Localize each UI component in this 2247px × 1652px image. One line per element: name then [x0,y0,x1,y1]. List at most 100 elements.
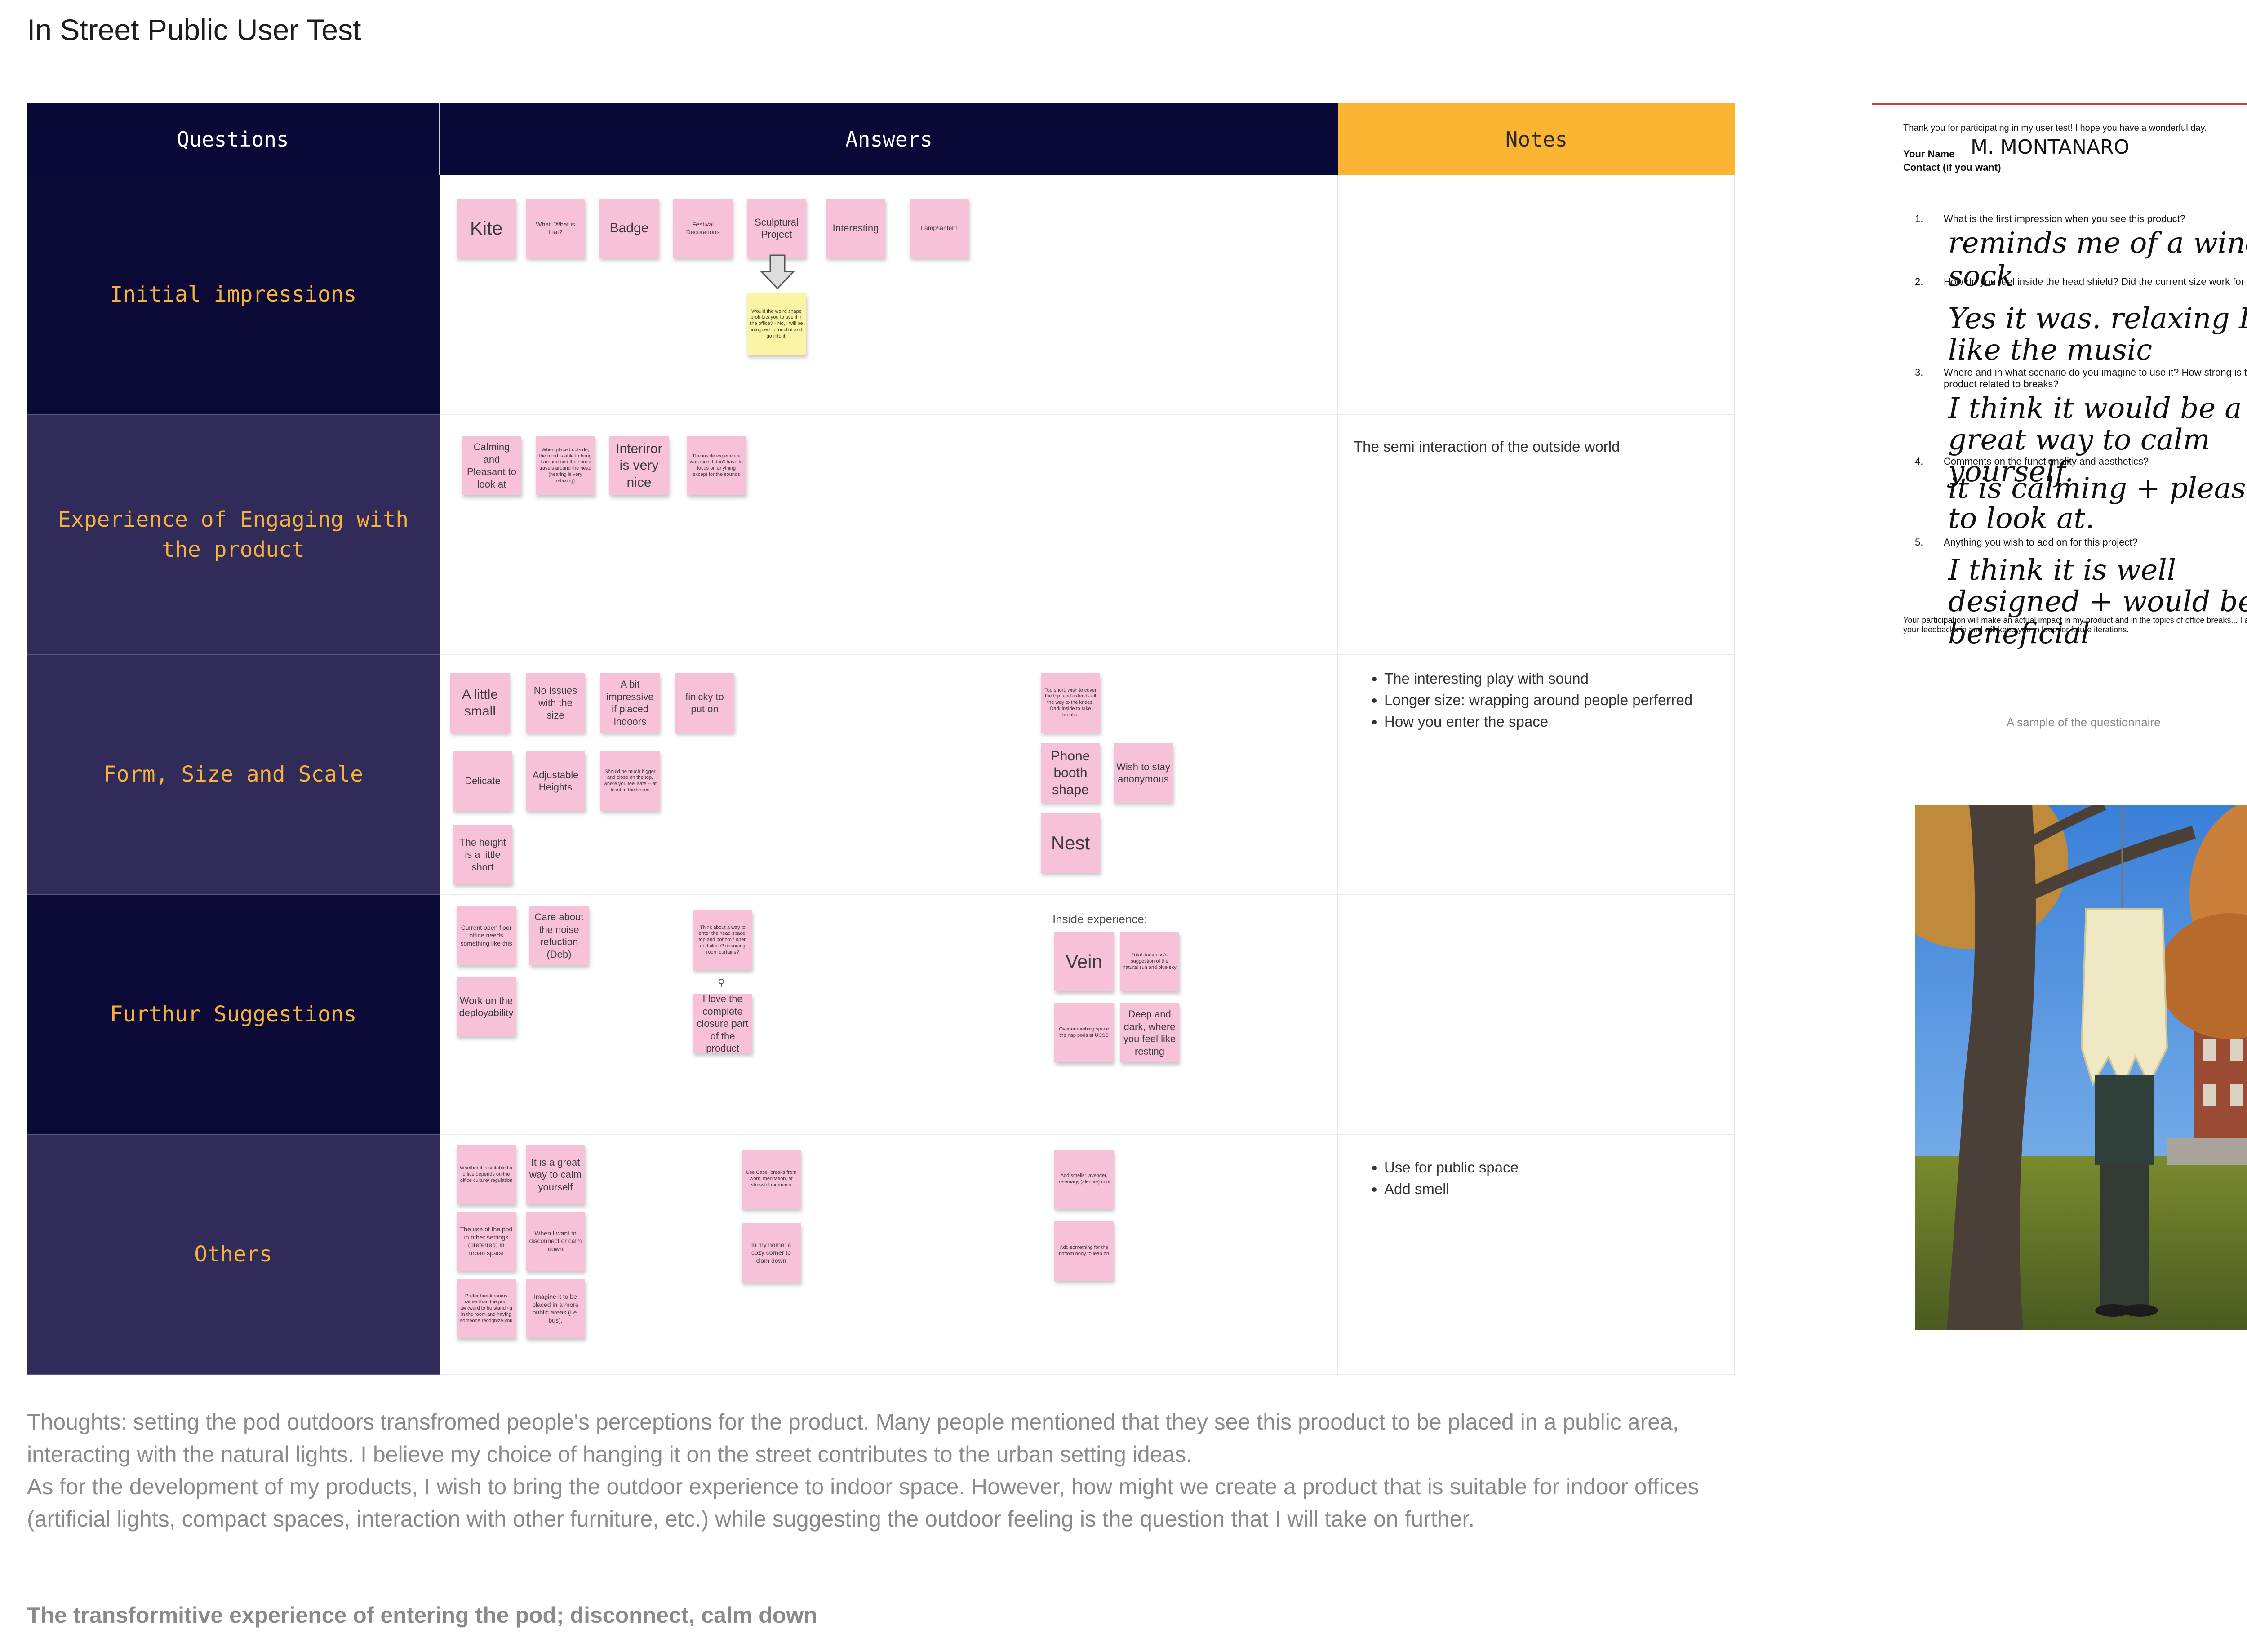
sticky-note[interactable]: Should be much bigger and close on the t… [600,751,660,811]
sticky-note[interactable]: A little small [450,673,510,733]
sticky-note[interactable]: Badge [599,199,659,258]
sticky-note[interactable]: Use Case: breaks from work, meditation, … [742,1150,801,1209]
sticky-note[interactable]: finicky to put on [675,673,734,733]
sticky-note[interactable]: The height is a little short [453,825,512,884]
sticky-note[interactable]: Vein [1054,932,1114,991]
questionnaire-footer: Your participation will make an actual i… [1903,616,2247,634]
note-item: Longer size: wrapping around people perf… [1384,689,1699,711]
answers-row-2: Calming and Pleasant to look at When pla… [440,415,1338,655]
header-notes: Notes [1338,103,1735,175]
note-list: The interesting play with sound Longer s… [1367,668,1699,733]
note-item: Add smell [1384,1178,1699,1200]
notes-row-1 [1338,175,1735,415]
q-text: What is the first impression when you se… [1944,213,2186,224]
user-test-board: Questions Answers Notes Initial impressi… [27,103,1735,1375]
sticky-note[interactable]: Prefer break rooms rather than the pod: … [457,1279,516,1338]
contact-label: Contact (if you want) [1903,162,2001,173]
q-number: 1. [1915,213,1923,224]
sticky-note[interactable]: Imagine it to be placed in a more public… [526,1279,585,1338]
sticky-note[interactable]: Think about a way to enter the head spac… [693,910,752,970]
question-further-suggestions: Furthur Suggestions [27,895,440,1135]
note-item: How you enter the space [1384,711,1699,733]
thoughts-bold: The transformitive experience of enterin… [27,1603,817,1628]
sticky-note[interactable]: It is a great way to calm yourself [526,1145,585,1204]
header-questions: Questions [27,103,440,175]
answers-row-4: Current open floor office needs somethin… [440,895,1338,1135]
questionnaire-image: Thank you for participating in my user t… [1872,103,2247,706]
note-text: The semi interaction of the outside worl… [1354,438,1620,455]
sticky-note-yellow[interactable]: Would the weird shape prohibits you to u… [747,293,806,355]
sticky-note[interactable]: Add something for the bottom body to lea… [1054,1221,1114,1281]
answers-row-3: A little small No issues with the size A… [440,655,1338,895]
page-title: In Street Public User Test [27,13,361,46]
name-label: Your Name [1903,148,1955,160]
sticky-note[interactable]: Nest [1041,813,1100,873]
sticky-note[interactable]: Calming and Pleasant to look at [462,436,521,495]
sticky-note[interactable]: Festival Decorations [673,199,733,258]
q-text: Comments on the functionality and aesthe… [1944,456,2149,467]
q-answer: reminds me of a wind sock [1948,226,2247,293]
question-initial-impressions: Initial impressions [27,175,440,415]
q-number: 2. [1915,276,1923,287]
sticky-note[interactable]: Kite [457,199,516,258]
sticky-note[interactable]: Sculptural Project [747,199,806,258]
note-list: Use for public space Add smell [1367,1157,1699,1200]
answers-row-5: Whether it is suitable for office depend… [440,1135,1338,1375]
question-experience: Experience of Engaging with the product [27,415,440,655]
sticky-note[interactable]: When I want to disconnect or calm down [526,1212,585,1271]
sticky-note[interactable]: The use of the pod in other settings (pr… [457,1212,516,1271]
sticky-note[interactable]: Delicate [453,751,512,811]
sticky-note[interactable]: Whether it is suitable for office depend… [457,1145,516,1204]
pod-outdoor-photo [1915,805,2247,1330]
sticky-note[interactable]: Interesting [826,199,885,258]
sticky-note[interactable]: Phone booth shape [1041,743,1100,803]
sticky-note[interactable]: I love the complete closure part of the … [693,994,752,1053]
note-item: Use for public space [1384,1157,1699,1178]
notes-row-2: The semi interaction of the outside worl… [1338,415,1735,655]
sticky-note[interactable]: In my home: a cozy corner to clam down [742,1223,801,1283]
sticky-note[interactable]: Care about the noise refuction (Deb) [529,906,589,965]
questionnaire-caption: A sample of the questionnaire [2007,715,2161,729]
sticky-note[interactable]: Work on the deployability [457,977,516,1036]
q-text: How do you feel inside the head shield? … [1944,276,2247,287]
q-number: 5. [1915,537,1923,548]
q-answer: I think it would be a great way to calm … [1948,392,2242,488]
q-answer: Yes it was. relaxing I like the music [1948,302,2247,367]
down-arrow-icon [759,254,795,290]
q-number: 3. [1915,367,1923,378]
sticky-note[interactable]: Current open floor office needs somethin… [457,906,516,965]
note-item: The interesting play with sound [1384,668,1699,689]
sticky-note[interactable]: Adjustable Heights [526,751,585,811]
sticky-note[interactable]: Deep and dark, where you feel like resti… [1120,1003,1179,1062]
sticky-note[interactable]: A bit impressive if placed indoors [600,673,660,733]
questionnaire-intro: Thank you for participating in my user t… [1903,123,2207,133]
sticky-note[interactable]: Wish to stay anonymous [1114,743,1173,803]
q-answer: I think it is well designed + would be b… [1948,554,2247,650]
header-answers: Answers [440,103,1338,175]
notes-row-3: The interesting play with sound Longer s… [1338,655,1735,895]
arrow-connector-icon: ⚲ [718,977,725,988]
question-others: Others [27,1135,440,1375]
sticky-note[interactable]: Total darkness/a suggestion of the natur… [1120,932,1179,991]
notes-row-4 [1338,895,1735,1135]
thoughts-p2: As for the development of my products, I… [27,1474,1699,1532]
sticky-note[interactable]: Interiror is very nice [609,436,669,495]
notes-row-5: Use for public space Add smell [1338,1135,1735,1375]
sticky-note[interactable]: The inside experience was nice. I don't … [687,436,746,495]
sticky-note[interactable]: When placed outside, the mind is able to… [536,436,595,495]
thoughts-paragraph: Thoughts: setting the pod outdoors trans… [27,1406,1708,1535]
name-value: M. MONTANARO [1971,136,2130,159]
q-answer: it is calming + pleasing to look at. [1948,472,2247,536]
inside-experience-label: Inside experience: [1052,912,1148,926]
q-text: Where and in what scenario do you imagin… [1944,367,2247,390]
sticky-note[interactable]: No issues with the size [526,673,585,733]
question-form-size-scale: Form, Size and Scale [27,655,440,895]
sticky-note[interactable]: What..What is that? [526,199,585,258]
sticky-note[interactable]: Add smells: lavender, rosemary, (alertiv… [1054,1150,1114,1209]
q-number: 4. [1915,456,1923,467]
sticky-note[interactable]: Overturnumbing space the nap pods at UCS… [1054,1003,1114,1062]
sticky-note[interactable]: Lamp/lantern [910,199,969,258]
answers-row-1: Kite What..What is that? Badge Festival … [440,175,1338,415]
thoughts-p1: Thoughts: setting the pod outdoors trans… [27,1409,1679,1467]
sticky-note[interactable]: Too short; wish to cover the top, and ex… [1041,673,1100,733]
